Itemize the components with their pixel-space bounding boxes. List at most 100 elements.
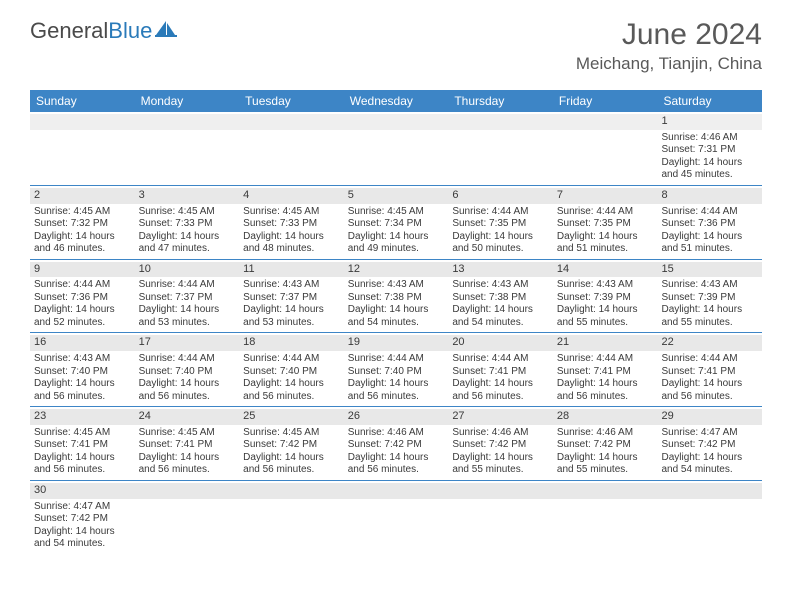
day-number: [135, 114, 240, 130]
daylight-text: and 56 minutes.: [34, 464, 131, 477]
sunrise-text: Sunrise: 4:43 AM: [452, 279, 549, 292]
day-number: 14: [553, 262, 658, 278]
daylight-text: and 56 minutes.: [139, 464, 236, 477]
daylight-text: and 50 minutes.: [452, 243, 549, 256]
day-cell: 28Sunrise: 4:46 AMSunset: 7:42 PMDayligh…: [553, 407, 658, 480]
sunset-text: Sunset: 7:33 PM: [243, 218, 340, 231]
day-number: 22: [657, 335, 762, 351]
sunset-text: Sunset: 7:33 PM: [139, 218, 236, 231]
daylight-text: Daylight: 14 hours: [557, 378, 654, 391]
day-number: [448, 114, 553, 130]
day-number: 10: [135, 262, 240, 278]
day-header: Sunday: [30, 90, 135, 112]
logo-text-2: Blue: [108, 18, 152, 44]
daylight-text: and 56 minutes.: [348, 464, 445, 477]
day-number: [30, 114, 135, 130]
daylight-text: Daylight: 14 hours: [557, 231, 654, 244]
day-number: 6: [448, 188, 553, 204]
sunrise-text: Sunrise: 4:45 AM: [348, 206, 445, 219]
day-cell: 13Sunrise: 4:43 AMSunset: 7:38 PMDayligh…: [448, 260, 553, 333]
day-number: 17: [135, 335, 240, 351]
day-header: Tuesday: [239, 90, 344, 112]
day-cell: [239, 112, 344, 185]
day-cell: 18Sunrise: 4:44 AMSunset: 7:40 PMDayligh…: [239, 333, 344, 406]
daylight-text: and 48 minutes.: [243, 243, 340, 256]
daylight-text: and 56 minutes.: [661, 391, 758, 404]
day-number: 27: [448, 409, 553, 425]
daylight-text: Daylight: 14 hours: [243, 452, 340, 465]
daylight-text: Daylight: 14 hours: [34, 231, 131, 244]
daylight-text: Daylight: 14 hours: [34, 526, 131, 539]
day-number: 24: [135, 409, 240, 425]
sunrise-text: Sunrise: 4:44 AM: [139, 279, 236, 292]
sunrise-text: Sunrise: 4:44 AM: [661, 353, 758, 366]
daylight-text: and 47 minutes.: [139, 243, 236, 256]
day-number: 19: [344, 335, 449, 351]
daylight-text: Daylight: 14 hours: [139, 452, 236, 465]
sunrise-text: Sunrise: 4:43 AM: [661, 279, 758, 292]
sunrise-text: Sunrise: 4:43 AM: [557, 279, 654, 292]
sunrise-text: Sunrise: 4:46 AM: [452, 427, 549, 440]
daylight-text: Daylight: 14 hours: [452, 304, 549, 317]
day-cell: 17Sunrise: 4:44 AMSunset: 7:40 PMDayligh…: [135, 333, 240, 406]
sunrise-text: Sunrise: 4:45 AM: [243, 206, 340, 219]
week-row: 1Sunrise: 4:46 AMSunset: 7:31 PMDaylight…: [30, 112, 762, 186]
day-number: 20: [448, 335, 553, 351]
sunrise-text: Sunrise: 4:45 AM: [34, 206, 131, 219]
day-cell: [657, 481, 762, 554]
daylight-text: Daylight: 14 hours: [661, 378, 758, 391]
day-cell: [239, 481, 344, 554]
sunset-text: Sunset: 7:37 PM: [139, 292, 236, 305]
sunset-text: Sunset: 7:42 PM: [348, 439, 445, 452]
day-cell: 8Sunrise: 4:44 AMSunset: 7:36 PMDaylight…: [657, 186, 762, 259]
week-row: 16Sunrise: 4:43 AMSunset: 7:40 PMDayligh…: [30, 333, 762, 407]
sunset-text: Sunset: 7:39 PM: [661, 292, 758, 305]
daylight-text: and 51 minutes.: [661, 243, 758, 256]
day-number: 1: [657, 114, 762, 130]
sunrise-text: Sunrise: 4:44 AM: [661, 206, 758, 219]
week-row: 23Sunrise: 4:45 AMSunset: 7:41 PMDayligh…: [30, 407, 762, 481]
sunrise-text: Sunrise: 4:45 AM: [243, 427, 340, 440]
sunset-text: Sunset: 7:39 PM: [557, 292, 654, 305]
sunset-text: Sunset: 7:42 PM: [661, 439, 758, 452]
day-header: Wednesday: [344, 90, 449, 112]
sunrise-text: Sunrise: 4:44 AM: [452, 206, 549, 219]
daylight-text: Daylight: 14 hours: [661, 157, 758, 170]
day-cell: 30Sunrise: 4:47 AMSunset: 7:42 PMDayligh…: [30, 481, 135, 554]
day-cell: 7Sunrise: 4:44 AMSunset: 7:35 PMDaylight…: [553, 186, 658, 259]
sunset-text: Sunset: 7:41 PM: [139, 439, 236, 452]
daylight-text: and 56 minutes.: [139, 391, 236, 404]
daylight-text: Daylight: 14 hours: [348, 452, 445, 465]
day-cell: [135, 112, 240, 185]
sunset-text: Sunset: 7:35 PM: [452, 218, 549, 231]
day-number: 26: [344, 409, 449, 425]
daylight-text: and 54 minutes.: [452, 317, 549, 330]
weeks-container: 1Sunrise: 4:46 AMSunset: 7:31 PMDaylight…: [30, 112, 762, 554]
day-cell: 15Sunrise: 4:43 AMSunset: 7:39 PMDayligh…: [657, 260, 762, 333]
daylight-text: Daylight: 14 hours: [139, 378, 236, 391]
day-cell: [30, 112, 135, 185]
day-cell: 20Sunrise: 4:44 AMSunset: 7:41 PMDayligh…: [448, 333, 553, 406]
day-number: 28: [553, 409, 658, 425]
day-cell: 3Sunrise: 4:45 AMSunset: 7:33 PMDaylight…: [135, 186, 240, 259]
day-cell: 1Sunrise: 4:46 AMSunset: 7:31 PMDaylight…: [657, 112, 762, 185]
sunrise-text: Sunrise: 4:44 AM: [139, 353, 236, 366]
day-number: [135, 483, 240, 499]
day-cell: 9Sunrise: 4:44 AMSunset: 7:36 PMDaylight…: [30, 260, 135, 333]
day-number: [657, 483, 762, 499]
day-number: 16: [30, 335, 135, 351]
day-number: [448, 483, 553, 499]
day-cell: 5Sunrise: 4:45 AMSunset: 7:34 PMDaylight…: [344, 186, 449, 259]
day-cell: 16Sunrise: 4:43 AMSunset: 7:40 PMDayligh…: [30, 333, 135, 406]
sunset-text: Sunset: 7:35 PM: [557, 218, 654, 231]
day-cell: 23Sunrise: 4:45 AMSunset: 7:41 PMDayligh…: [30, 407, 135, 480]
day-cell: [344, 481, 449, 554]
day-number: [239, 114, 344, 130]
sunset-text: Sunset: 7:42 PM: [34, 513, 131, 526]
sunrise-text: Sunrise: 4:47 AM: [661, 427, 758, 440]
header: GeneralBlue June 2024 Meichang, Tianjin,…: [0, 0, 792, 82]
sunrise-text: Sunrise: 4:44 AM: [34, 279, 131, 292]
sunset-text: Sunset: 7:40 PM: [34, 366, 131, 379]
daylight-text: and 55 minutes.: [452, 464, 549, 477]
sunrise-text: Sunrise: 4:45 AM: [34, 427, 131, 440]
